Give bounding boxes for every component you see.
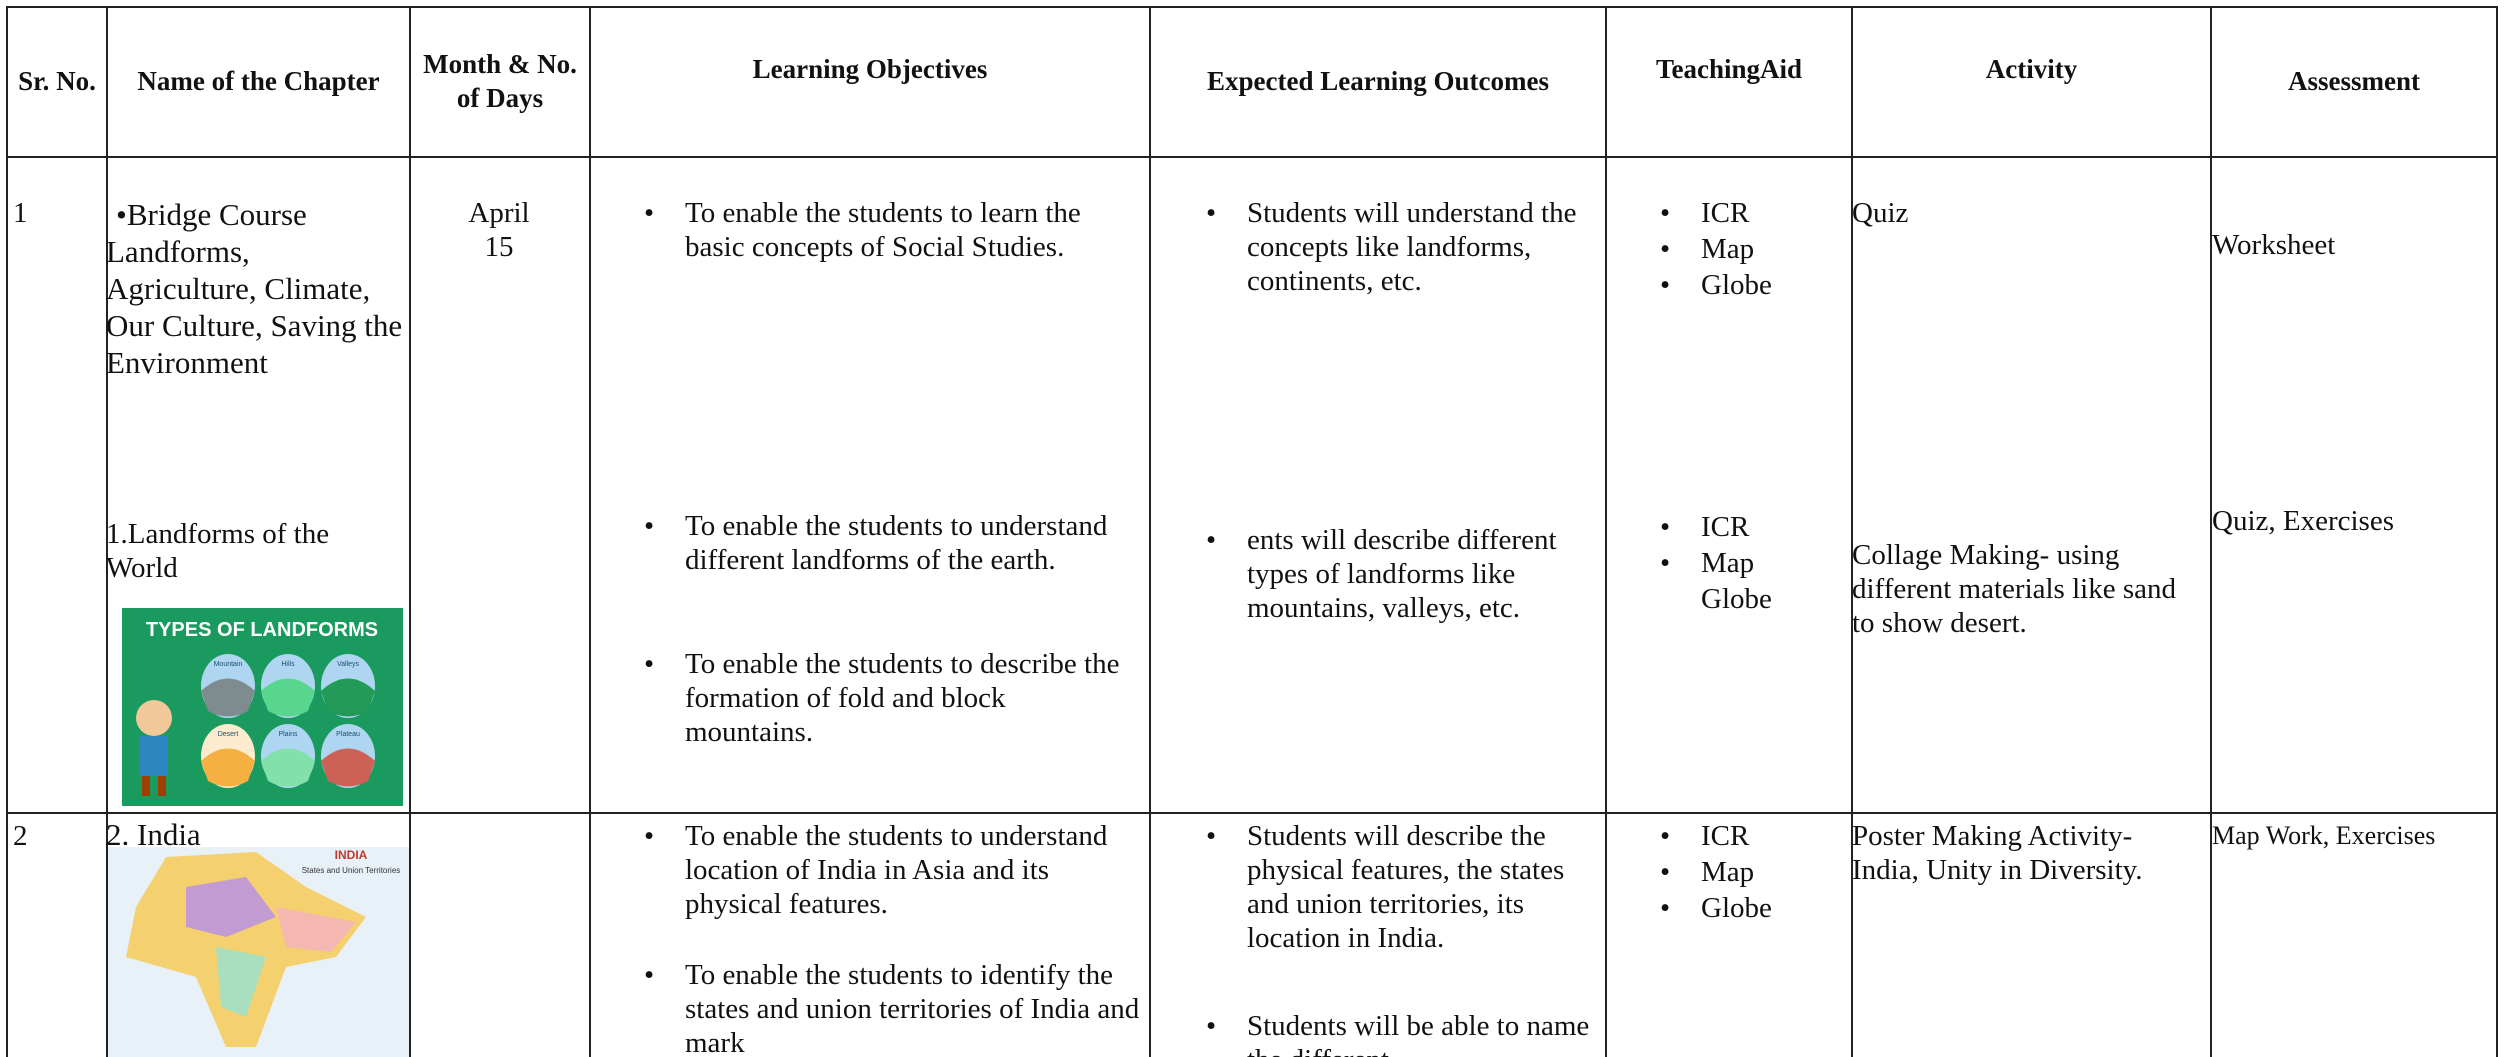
assessment: Quiz, Exercises (2212, 505, 2394, 537)
column-header: Name of the Chapter (137, 66, 380, 96)
learning-outcome: ents will describe different types of la… (1206, 523, 1602, 625)
landform-ground (321, 748, 375, 787)
landform-label: Valleys (337, 661, 360, 668)
month: April (468, 197, 530, 229)
teaching-aid: Map (1660, 855, 1841, 889)
column-rule (106, 6, 108, 1057)
column-rule (1605, 6, 1607, 1057)
teaching-aid: Globe (1701, 583, 1772, 615)
chapter-name: 2. India (106, 817, 201, 852)
teaching-aid: ICR (1660, 819, 1841, 853)
learning-outcome: Students will understand the concepts li… (1206, 196, 1602, 298)
learning-objective: To enable the students to identify the s… (644, 958, 1140, 1057)
column-header: Expected Learning Outcomes (1207, 66, 1549, 96)
column-rule (1149, 6, 1151, 1057)
column-header: Sr. No. (18, 66, 96, 96)
teaching-aid: ICR (1660, 510, 1841, 544)
teaching-aid: Globe (1660, 268, 1841, 302)
activity: Collage Making- using different material… (1852, 539, 2176, 639)
column-rule (589, 6, 591, 1057)
landform-label: Hills (281, 661, 295, 668)
landforms-image: TYPES OF LANDFORMS Mountain Hills Valleys D… (122, 608, 403, 806)
serial-number: 1 (13, 197, 28, 229)
column-rule (409, 6, 411, 1057)
column-header: TeachingAid (1655, 54, 1803, 84)
teaching-aid: Map (1660, 546, 1841, 580)
landform-ground (261, 748, 315, 787)
learning-outcome: Students will describe the physical feat… (1206, 819, 1602, 955)
serial-number: 2 (13, 820, 28, 852)
learning-outcome: Students will be able to name the differ… (1206, 1009, 1602, 1057)
learning-objective: To enable the students to learn the basi… (644, 196, 1140, 264)
landform-label: Plains (278, 731, 298, 738)
assessment: Worksheet (2212, 229, 2336, 261)
column-rule (1851, 6, 1853, 1057)
map-title: INDIA (335, 848, 368, 862)
teaching-aid: ICR (1660, 196, 1841, 230)
column-rule (6, 6, 8, 1057)
chapter-name: 1.Landforms of the World (106, 518, 330, 584)
landform-ground (201, 748, 255, 787)
landform-ground (261, 678, 315, 717)
teaching-aid: Map (1660, 232, 1841, 266)
india-map-image: INDIA States and Union Territories (106, 847, 409, 1057)
row-rule (6, 156, 2498, 158)
landform-ground (201, 678, 255, 717)
learning-objective: To enable the students to understand loc… (644, 819, 1140, 921)
image-title: TYPES OF LANDFORMS (146, 619, 378, 641)
learning-objective: To enable the students to understand dif… (644, 509, 1140, 577)
landform-label: Mountain (214, 661, 243, 668)
landform-label: Desert (218, 731, 239, 738)
learning-objective: To enable the students to describe the f… (644, 647, 1140, 749)
teaching-aid: Globe (1660, 891, 1841, 925)
chapter-name: •Bridge Course Landforms, Agriculture, C… (106, 197, 403, 380)
landform-ground (321, 678, 375, 717)
column-header: Activity (1985, 54, 2078, 84)
row-rule (6, 6, 2498, 8)
landform-label: Plateau (336, 731, 360, 738)
row-rule (6, 812, 2498, 814)
assessment: Map Work, Exercises (2212, 821, 2436, 850)
days: 15 (484, 231, 514, 263)
activity: Quiz (1852, 197, 1909, 229)
column-rule (2496, 6, 2498, 1057)
column-header: Assessment (2288, 66, 2420, 96)
column-header: Learning Objectives (752, 54, 988, 84)
activity: Poster Making Activity- India, Unity in … (1852, 820, 2143, 886)
map-subtitle: States and Union Territories (302, 866, 401, 875)
column-header: Month & No. of Days (423, 49, 577, 113)
column-rule (2210, 6, 2212, 1057)
